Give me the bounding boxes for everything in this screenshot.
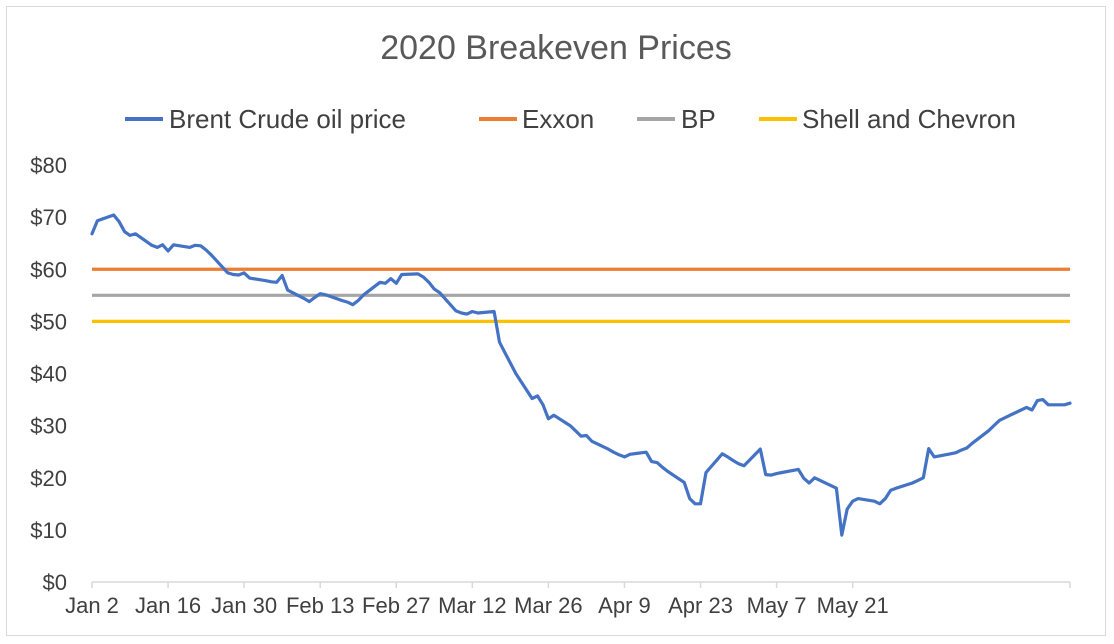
chart-frame: 2020 Breakeven Prices Brent Crude oil pr… (6, 6, 1106, 636)
x-tick-label: May 7 (747, 593, 807, 618)
x-tick-label: Apr 23 (668, 593, 733, 618)
y-tick-label: $0 (43, 570, 67, 595)
y-tick-label: $50 (30, 309, 67, 334)
y-axis-ticks: $0 $10 $20 $30 $40 $50 $60 $70 $80 (30, 153, 67, 595)
legend-label: BP (681, 104, 716, 134)
y-tick-label: $60 (30, 257, 67, 282)
x-tick-label: Mar 12 (438, 593, 506, 618)
chart-title: 2020 Breakeven Prices (380, 29, 732, 67)
y-tick-label: $30 (30, 414, 67, 439)
x-tick-label: Apr 9 (598, 593, 651, 618)
x-tick-label: May 21 (817, 593, 889, 618)
x-axis: Jan 2 Jan 16 Jan 30 Feb 13 Feb 27 Mar 12 Mar 2… (65, 581, 1071, 618)
y-tick-label: $20 (30, 466, 67, 491)
legend-label: Shell and Chevron (802, 104, 1016, 134)
y-tick-label: $80 (30, 153, 67, 178)
x-tick-label: Jan 30 (211, 593, 277, 618)
legend: Brent Crude oil price Exxon BP Shell and Ch… (125, 104, 1016, 134)
x-tick-label: Jan 16 (135, 593, 201, 618)
x-tick-label: Mar 26 (514, 593, 582, 618)
legend-label: Brent Crude oil price (169, 104, 406, 134)
legend-label: Exxon (522, 104, 594, 134)
y-tick-label: $70 (30, 205, 67, 230)
chart-svg: 2020 Breakeven Prices Brent Crude oil pr… (30, 29, 1072, 618)
x-tick-label: Jan 2 (65, 593, 119, 618)
series-line-brent-crude (90, 213, 1072, 537)
y-tick-label: $40 (30, 362, 67, 387)
x-tick-label: Feb 13 (286, 593, 355, 618)
x-tick-label: Feb 27 (362, 593, 431, 618)
plot-area (90, 213, 1072, 537)
y-tick-label: $10 (30, 518, 67, 543)
